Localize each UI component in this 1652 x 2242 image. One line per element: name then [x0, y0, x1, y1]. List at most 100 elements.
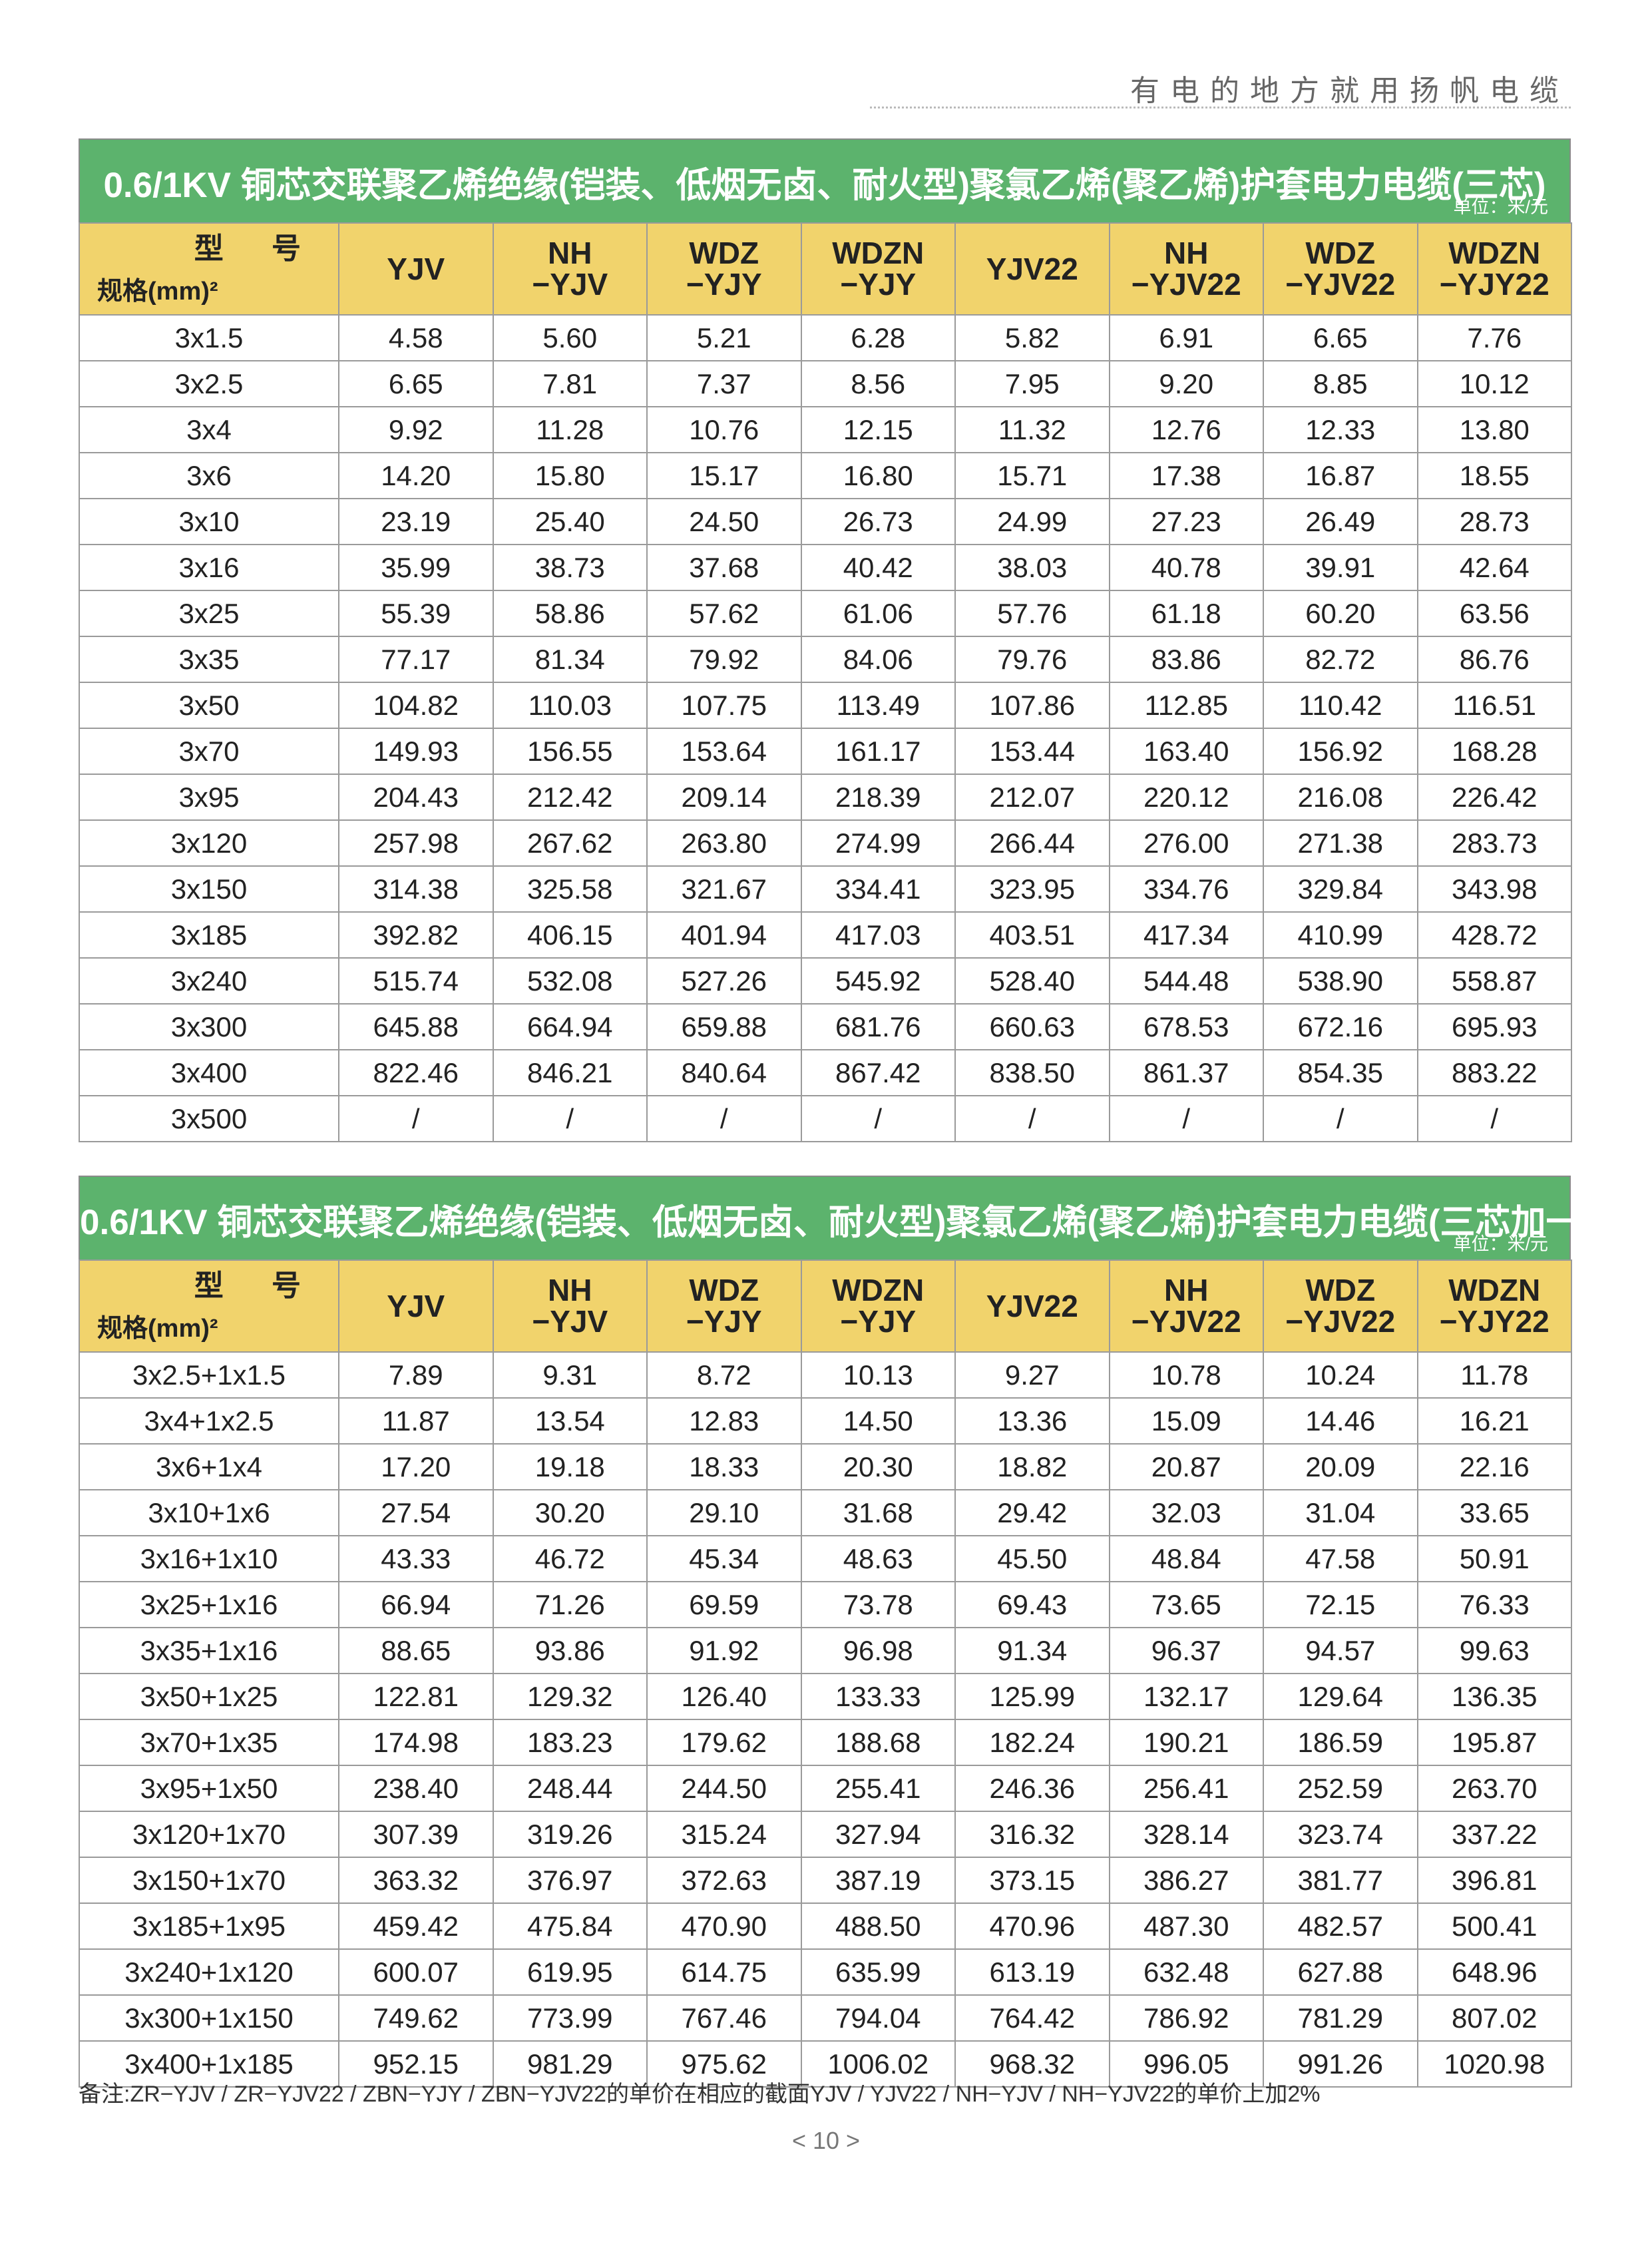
price-cell: 104.82: [338, 682, 494, 729]
price-cell: 45.34: [646, 1535, 802, 1582]
price-cell: 528.40: [954, 957, 1110, 1005]
price-cell: 125.99: [954, 1673, 1110, 1720]
column-header-line: NH: [1164, 1273, 1209, 1308]
corner-bottom: 规格(mm)²: [97, 1315, 218, 1343]
price-cell: 195.87: [1416, 1719, 1572, 1766]
price-cell: 482.57: [1263, 1903, 1418, 1950]
price-cell: 63.56: [1416, 590, 1572, 637]
column-header: WDZ −YJV22: [1263, 222, 1418, 316]
price-cell: 613.19: [954, 1948, 1110, 1996]
spec-cell: 3x120+1x70: [79, 1811, 339, 1858]
column-header-line: −YJY: [686, 267, 762, 302]
price-cell: 46.72: [492, 1535, 648, 1582]
spec-cell: 3x300: [79, 1003, 339, 1050]
price-cell: 9.27: [954, 1351, 1110, 1399]
price-cell: 660.63: [954, 1003, 1110, 1050]
price-cell: 14.20: [338, 452, 494, 499]
table-title: 0.6/1KV 铜芯交联聚乙烯绝缘(铠装、低烟无卤、耐火型)聚氯乙烯(聚乙烯)护…: [103, 166, 1546, 205]
price-cell: 659.88: [646, 1003, 802, 1050]
column-header: NH −YJV22: [1108, 1259, 1264, 1353]
price-cell: 212.42: [492, 774, 648, 821]
price-cell: 122.81: [338, 1673, 494, 1720]
price-cell: 786.92: [1108, 1994, 1264, 2042]
price-cell: 648.96: [1416, 1948, 1572, 1996]
column-header: WDZ −YJY: [646, 222, 802, 316]
price-cell: 15.17: [646, 452, 802, 499]
unit: 单位：米/元: [1453, 1234, 1548, 1254]
price-cell: 82.72: [1263, 636, 1418, 683]
spec-cell: 3x1.5: [79, 314, 339, 361]
table-title-bar: 0.6/1KV 铜芯交联聚乙烯绝缘(铠装、低烟无卤、耐火型)聚氯乙烯(聚乙烯)护…: [79, 138, 1571, 222]
price-cell: 846.21: [492, 1049, 648, 1096]
price-cell: 12.76: [1108, 406, 1264, 453]
price-cell: 61.06: [800, 590, 956, 637]
data-row: 3x1.5 4.58 5.60 5.21 6.28 5.82 6.91 6.65 7.76: [79, 314, 1572, 361]
price-cell: 11.78: [1416, 1351, 1572, 1399]
price-cell: 16.21: [1416, 1397, 1572, 1445]
price-cell: 276.00: [1108, 819, 1264, 867]
price-cell: 632.48: [1108, 1948, 1264, 1996]
price-cell: 61.18: [1108, 590, 1264, 637]
price-cell: 31.04: [1263, 1489, 1418, 1536]
price-cell: 91.34: [954, 1627, 1110, 1674]
price-cell: 381.77: [1263, 1857, 1418, 1904]
spec-cell: 3x10: [79, 498, 339, 545]
price-cell: 107.75: [646, 682, 802, 729]
price-cell: 18.82: [954, 1443, 1110, 1490]
price-cell: 188.68: [800, 1719, 956, 1766]
price-cell: 781.29: [1263, 1994, 1418, 2042]
price-cell: /: [1108, 1095, 1264, 1142]
price-cell: 30.20: [492, 1489, 648, 1536]
data-row: 3x25 55.39 58.86 57.62 61.06 57.76 61.18 60.20 6…: [79, 590, 1572, 637]
price-cell: 10.13: [800, 1351, 956, 1399]
price-cell: 40.42: [800, 544, 956, 591]
price-cell: 73.65: [1108, 1581, 1264, 1628]
price-cell: 527.26: [646, 957, 802, 1005]
price-cell: 396.81: [1416, 1857, 1572, 1904]
price-cell: 635.99: [800, 1948, 956, 1996]
price-cell: 13.36: [954, 1397, 1110, 1445]
price-cell: 271.38: [1263, 819, 1418, 867]
price-cell: 76.33: [1416, 1581, 1572, 1628]
column-header: YJV: [338, 222, 494, 316]
price-cell: 7.76: [1416, 314, 1572, 361]
price-cell: /: [1263, 1095, 1418, 1142]
price-cell: 15.09: [1108, 1397, 1264, 1445]
price-cell: 79.92: [646, 636, 802, 683]
price-cell: 110.03: [492, 682, 648, 729]
data-row: 3x120+1x70 307.39 319.26 315.24 327.94 316.32…: [79, 1811, 1572, 1858]
price-cell: 16.80: [800, 452, 956, 499]
corner-top: 型 号: [194, 232, 321, 265]
price-cell: 767.46: [646, 1994, 802, 2042]
price-cell: 991.26: [1263, 2040, 1418, 2088]
price-cell: 325.58: [492, 865, 648, 913]
data-row: 3x2.5 6.65 7.81 7.37 8.56 7.95 9.20 8.85 10.12: [79, 360, 1572, 407]
data-row: 3x240 515.74 532.08 527.26 545.92 528.40 544.4…: [79, 957, 1572, 1005]
price-cell: 373.15: [954, 1857, 1110, 1904]
price-cell: 218.39: [800, 774, 956, 821]
table: 型 号规格(mm)² YJV NH −YJV WDZ −YJY WDZN −YJY YJV22 N…: [79, 1259, 1572, 2088]
price-cell: 500.41: [1416, 1903, 1572, 1950]
data-row: 3x150 314.38 325.58 321.67 334.41 323.95 334.7…: [79, 865, 1572, 913]
price-cell: 38.73: [492, 544, 648, 591]
price-cell: 79.76: [954, 636, 1110, 683]
corner-top: 型 号: [194, 1269, 321, 1302]
price-cell: 538.90: [1263, 957, 1418, 1005]
price-cell: 619.95: [492, 1948, 648, 1996]
price-cell: 316.32: [954, 1811, 1110, 1858]
corner-bottom: 规格(mm)²: [97, 278, 218, 306]
price-cell: 545.92: [800, 957, 956, 1005]
price-cell: 174.98: [338, 1719, 494, 1766]
price-cell: 314.38: [338, 865, 494, 913]
price-cell: 996.05: [1108, 2040, 1264, 2088]
column-header-line: −YJV22: [1131, 267, 1241, 302]
price-cell: 32.03: [1108, 1489, 1264, 1536]
price-cell: 43.33: [338, 1535, 494, 1582]
price-cell: 6.91: [1108, 314, 1264, 361]
price-cell: 27.54: [338, 1489, 494, 1536]
price-cell: 153.44: [954, 728, 1110, 775]
price-cell: 25.40: [492, 498, 648, 545]
data-row: 3x4 9.92 11.28 10.76 12.15 11.32 12.76 12.33 13.…: [79, 406, 1572, 453]
price-cell: 186.59: [1263, 1719, 1418, 1766]
